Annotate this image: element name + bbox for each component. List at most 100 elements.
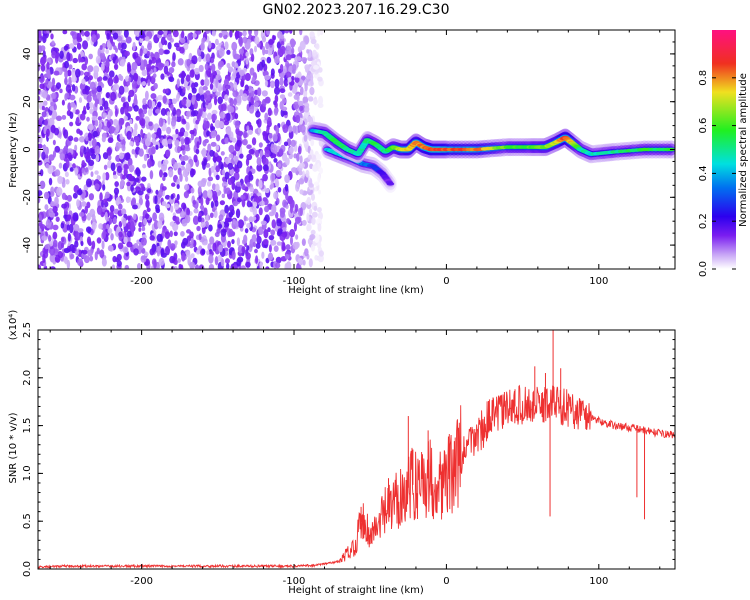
noise-cell xyxy=(165,203,171,209)
noise-cell xyxy=(148,147,154,156)
noise-cell xyxy=(133,30,139,36)
noise-cell xyxy=(280,45,286,55)
noise-cell xyxy=(313,181,320,187)
noise-cell xyxy=(157,160,162,168)
noise-cell xyxy=(65,84,72,93)
noise-cell xyxy=(70,31,75,36)
noise-cell xyxy=(92,130,98,138)
noise-cell xyxy=(243,215,247,222)
noise-cell xyxy=(39,83,45,90)
noise-cell xyxy=(146,158,152,169)
noise-cell xyxy=(173,202,180,210)
noise-cell xyxy=(43,126,47,135)
noise-cell xyxy=(53,127,60,136)
noise-cell xyxy=(210,130,217,139)
noise-cell xyxy=(268,244,272,253)
y-tick-label: 1.0 xyxy=(22,465,33,481)
noise-cell xyxy=(178,131,185,137)
noise-cell xyxy=(53,70,60,76)
noise-cell xyxy=(251,137,257,146)
noise-cell xyxy=(211,70,218,78)
noise-cell xyxy=(269,80,275,89)
noise-cell xyxy=(112,174,118,180)
noise-cell xyxy=(279,88,286,94)
noise-cell xyxy=(146,75,152,83)
noise-cell xyxy=(116,260,122,267)
noise-cell xyxy=(187,32,193,41)
noise-cell xyxy=(169,243,176,251)
noise-cell xyxy=(231,61,236,68)
noise-cell xyxy=(138,227,142,232)
noise-cell xyxy=(184,184,190,191)
noise-cell xyxy=(120,96,126,103)
noise-cell xyxy=(182,86,186,93)
noise-cell xyxy=(153,259,157,269)
noise-cell xyxy=(306,223,312,232)
noise-cell xyxy=(192,128,197,137)
noise-cell xyxy=(283,141,289,147)
noise-cell xyxy=(73,137,79,142)
noise-cell xyxy=(44,204,49,211)
noise-cell xyxy=(261,90,268,97)
noise-cell xyxy=(135,115,141,121)
noise-cell xyxy=(200,94,205,102)
noise-cell xyxy=(208,40,212,49)
noise-cell xyxy=(94,170,99,175)
noise-cell xyxy=(142,59,148,67)
noise-cell xyxy=(180,37,186,44)
noise-cell xyxy=(75,68,81,78)
noise-cell xyxy=(82,40,89,50)
noise-cell xyxy=(272,35,276,41)
noise-cell xyxy=(57,240,63,251)
noise-cell xyxy=(246,144,252,150)
noise-cell xyxy=(264,74,271,81)
noise-cell xyxy=(81,78,86,85)
noise-cell xyxy=(56,187,63,196)
noise-cell xyxy=(254,45,258,53)
noise-cell xyxy=(156,127,162,137)
noise-cell xyxy=(105,48,109,54)
noise-cell xyxy=(175,93,180,102)
noise-cell xyxy=(99,249,105,259)
noise-cell xyxy=(144,36,150,42)
noise-cell xyxy=(207,243,212,252)
noise-cell xyxy=(158,48,164,56)
noise-cell xyxy=(261,98,267,107)
noise-cell xyxy=(162,95,167,104)
noise-cell xyxy=(197,180,204,188)
noise-cell xyxy=(187,255,192,261)
y-tick-label: 0.5 xyxy=(22,513,33,529)
noise-cell xyxy=(108,125,115,134)
noise-cell xyxy=(124,152,129,161)
noise-cell xyxy=(143,153,148,162)
noise-cell xyxy=(266,56,272,64)
noise-cell xyxy=(110,30,115,35)
noise-cell xyxy=(226,49,231,55)
noise-cell xyxy=(80,201,87,207)
noise-cell xyxy=(169,255,175,264)
noise-cell xyxy=(200,42,205,51)
noise-cell xyxy=(140,255,147,263)
noise-cell xyxy=(251,76,256,83)
noise-cell xyxy=(196,112,201,122)
noise-cell xyxy=(310,193,316,201)
noise-cell xyxy=(284,262,288,269)
noise-cell xyxy=(231,137,237,143)
noise-cell xyxy=(229,106,235,113)
noise-cell xyxy=(193,154,198,163)
noise-cell xyxy=(273,107,279,116)
noise-cell xyxy=(229,131,234,141)
noise-cell xyxy=(254,248,258,254)
noise-cell xyxy=(128,164,135,172)
noise-cell xyxy=(40,56,47,64)
noise-cell xyxy=(191,87,197,94)
noise-cell xyxy=(285,157,290,166)
noise-cell xyxy=(287,92,293,97)
noise-cell xyxy=(66,194,72,202)
noise-cell xyxy=(293,222,298,232)
noise-cell xyxy=(86,95,92,103)
noise-cell xyxy=(210,165,215,173)
noise-cell xyxy=(281,106,288,111)
noise-cell xyxy=(307,96,314,102)
noise-cell xyxy=(203,207,208,216)
